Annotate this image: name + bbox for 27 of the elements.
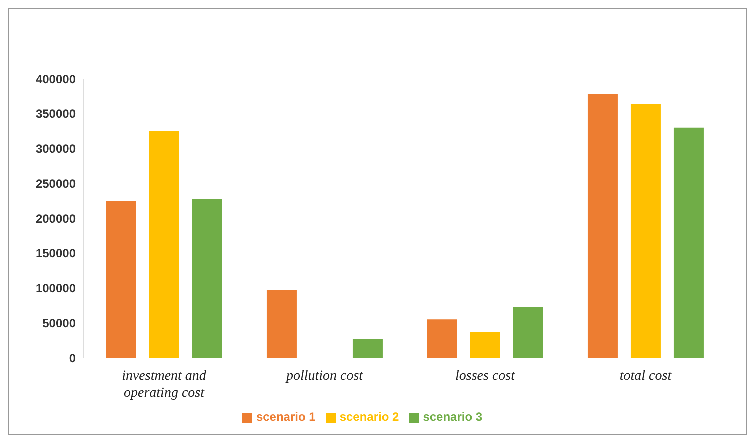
x-tick-label: investment and operating cost (122, 369, 208, 401)
y-tick-label: 200000 (36, 212, 76, 226)
bar (513, 307, 544, 358)
y-tick-label: 0 (69, 351, 76, 366)
x-tick-label: total cost (620, 369, 673, 384)
bar (427, 320, 458, 358)
bar (470, 332, 500, 358)
y-tick-label: 250000 (36, 176, 76, 191)
y-tick-label: 400000 (36, 72, 76, 86)
bar (674, 128, 704, 358)
bar (192, 198, 222, 358)
y-tick-label: 50000 (42, 316, 76, 330)
y-tick-label: 300000 (36, 142, 76, 156)
legend-label: scenario 3 (423, 410, 483, 424)
y-tick-label: 350000 (36, 107, 76, 122)
x-tick-label: pollution cost (285, 369, 364, 384)
y-tick-label: 100000 (36, 282, 76, 296)
bar (149, 131, 180, 358)
legend-label: scenario 2 (340, 410, 400, 424)
x-tick-label: losses cost (456, 369, 516, 384)
bar (266, 290, 297, 358)
bar (630, 104, 661, 358)
y-tick-label: 150000 (36, 246, 76, 261)
legend-label: scenario 1 (256, 410, 316, 424)
bar (352, 339, 383, 358)
bar (588, 94, 618, 358)
bar (106, 201, 136, 358)
